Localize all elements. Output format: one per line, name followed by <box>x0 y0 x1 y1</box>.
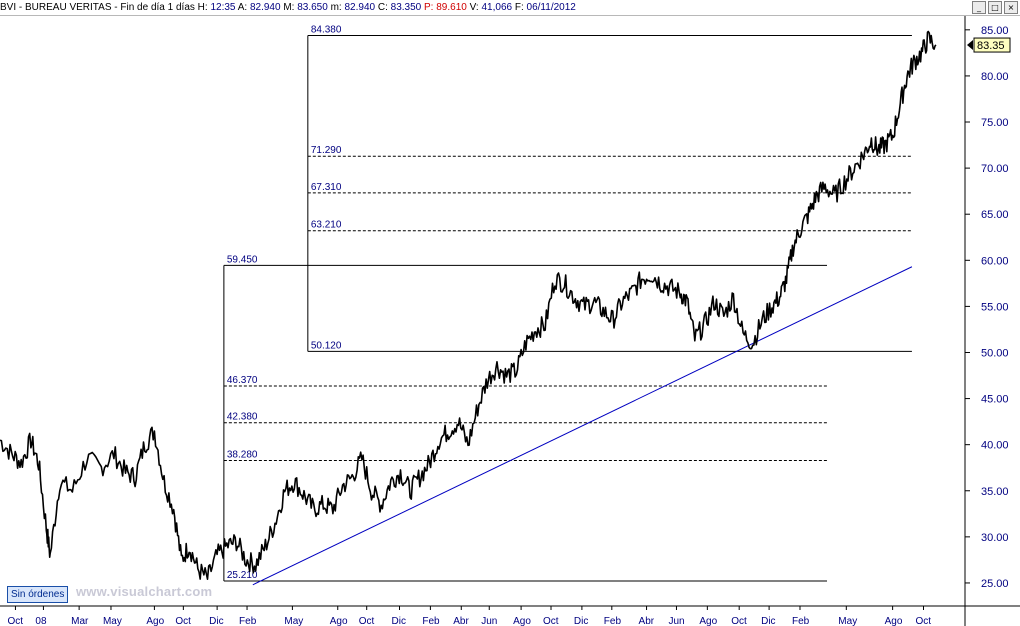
x-tick-label: Ago <box>699 616 717 626</box>
last-value-box <box>973 37 1011 53</box>
x-tick-label: Oct <box>543 616 559 626</box>
x-tick-label: Abr <box>453 616 469 626</box>
restore-button[interactable]: □ <box>988 1 1002 14</box>
x-tick-label: Oct <box>7 616 23 626</box>
c-label: C: <box>377 2 388 13</box>
x-tick-label: Mar <box>71 616 89 626</box>
window-controls: _ □ × <box>972 1 1018 14</box>
a-label: A: <box>237 2 248 13</box>
fib-projection-2-level-label: 63.210 <box>311 220 342 231</box>
x-tick-label: Oct <box>731 616 747 626</box>
x-tick-label: Abr <box>639 616 655 626</box>
y-tick-label: 25.00 <box>981 578 1009 590</box>
y-tick-label: 45.00 <box>981 394 1009 406</box>
x-tick-label: May <box>103 616 122 626</box>
last-value-marker: 83.35 <box>967 37 1011 53</box>
x-tick-label: Ago <box>146 616 164 626</box>
x-tick-label: Feb <box>604 616 622 626</box>
y-tick-label: 40.00 <box>981 440 1009 452</box>
fib-projection-2-level-label: 67.310 <box>311 182 342 193</box>
symbol-title: BVI - BUREAU VERITAS - Fin de día 1 días <box>0 2 195 13</box>
f-value: 06/11/2012 <box>526 2 576 13</box>
y-tick-label: 50.00 <box>981 347 1009 359</box>
close-button[interactable]: × <box>1004 1 1018 14</box>
last-value-label: 83.35 <box>977 40 1005 52</box>
x-tick-label: Feb <box>422 616 440 626</box>
quote-header: BVI - BUREAU VERITAS - Fin de día 1 días… <box>0 0 1020 16</box>
fib-projection-2-level-label: 50.120 <box>311 340 342 351</box>
m-value: 83.650 <box>297 2 328 13</box>
fib-projection-1-level-label: 38.280 <box>227 450 258 461</box>
x-tick-label: Oct <box>175 616 191 626</box>
f-label: F: <box>514 2 524 13</box>
x-tick-label: Ago <box>513 616 531 626</box>
last-value-arrow-icon <box>967 40 973 51</box>
trendline <box>252 266 913 586</box>
p-value: 89.610 <box>436 2 467 13</box>
p-label: P: <box>424 2 434 13</box>
x-tick-label: Dic <box>761 616 775 626</box>
y-tick-label: 35.00 <box>981 486 1009 498</box>
x-tick-label: 08 <box>35 616 47 626</box>
x-tick-label: Dic <box>392 616 406 626</box>
x-tick-label: May <box>284 616 303 626</box>
fib-projection-1-level-label: 59.450 <box>227 254 258 265</box>
y-tick-label: 75.00 <box>981 117 1009 129</box>
minimize-button[interactable]: _ <box>972 1 986 14</box>
fib-projection-2-level-label: 84.380 <box>311 25 342 36</box>
x-tick-label: Dic <box>574 616 588 626</box>
c-value: 83.350 <box>390 2 422 13</box>
x-tick-label: Oct <box>359 616 375 626</box>
y-tick-label: 70.00 <box>981 163 1009 175</box>
fib-projection-1-level-label: 42.380 <box>227 412 258 423</box>
x-tick-label: Jun <box>668 616 684 626</box>
x-tick-label: Feb <box>239 616 257 626</box>
a-value: 82.940 <box>249 2 281 13</box>
mm-label: m: <box>330 2 342 13</box>
fib-projection-2-level-label: 71.290 <box>311 145 342 156</box>
y-tick-label: 60.00 <box>981 255 1009 267</box>
watermark: www.visualchart.com <box>76 584 213 599</box>
mm-value: 82.940 <box>344 2 376 13</box>
v-label: V: <box>469 2 479 13</box>
x-tick-label: Oct <box>916 616 932 626</box>
y-tick-label: 80.00 <box>981 71 1009 83</box>
h-value: 12:35 <box>210 2 236 13</box>
y-tick-label: 65.00 <box>981 209 1009 221</box>
m-label: M: <box>283 2 295 13</box>
h-label: H: <box>197 2 208 13</box>
fib-projection-1-level-label: 25.210 <box>227 570 258 581</box>
x-tick-label: Feb <box>792 616 810 626</box>
x-tick-label: Jun <box>481 616 497 626</box>
y-tick-label: 30.00 <box>981 532 1009 544</box>
y-tick-label: 85.00 <box>981 25 1009 37</box>
orders-button[interactable]: Sin órdenes <box>7 586 69 603</box>
v-value: 41,066 <box>481 2 513 13</box>
fib-projection-1-level-label: 46.370 <box>227 375 258 386</box>
x-tick-label: Ago <box>330 616 348 626</box>
price-series-line <box>0 30 937 580</box>
x-tick-label: May <box>838 616 857 626</box>
y-tick-label: 55.00 <box>981 301 1009 313</box>
x-tick-label: Ago <box>885 616 903 626</box>
x-tick-label: Dic <box>209 616 223 626</box>
